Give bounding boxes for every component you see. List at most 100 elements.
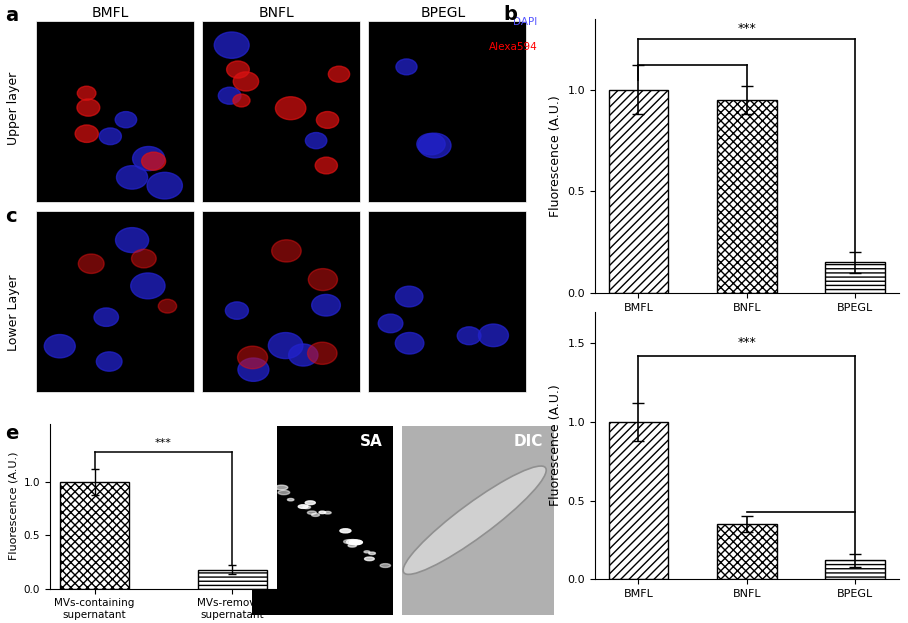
Text: BMFL: BMFL [92,6,130,21]
FancyBboxPatch shape [36,21,194,202]
Circle shape [77,99,100,116]
Circle shape [288,498,294,501]
Circle shape [289,344,318,366]
Circle shape [311,513,320,516]
Circle shape [278,490,290,495]
FancyBboxPatch shape [202,21,360,202]
Text: DIC: DIC [513,434,543,449]
Circle shape [214,32,249,59]
Bar [825,561,885,579]
Text: a: a [5,6,19,26]
Bar [198,569,267,589]
Circle shape [316,112,339,128]
Circle shape [347,540,359,545]
Text: ***: *** [737,22,756,35]
Bar [608,422,668,579]
Circle shape [96,352,122,371]
Text: c: c [5,207,17,226]
Circle shape [458,327,481,345]
Circle shape [275,485,288,490]
Circle shape [131,273,165,299]
Ellipse shape [403,466,547,574]
Circle shape [417,133,445,155]
Circle shape [348,544,357,547]
Circle shape [379,314,403,333]
Y-axis label: Fluorescence (A.U.): Fluorescence (A.U.) [548,95,562,217]
Circle shape [258,468,271,473]
Circle shape [305,133,327,149]
Circle shape [315,157,338,174]
Bar [717,100,776,293]
Circle shape [75,125,98,143]
Circle shape [116,166,148,189]
Circle shape [225,302,249,319]
Circle shape [264,465,271,467]
FancyBboxPatch shape [401,426,554,615]
Bar [717,524,776,579]
Bar [608,90,668,293]
Circle shape [309,269,338,290]
Circle shape [227,61,250,78]
Circle shape [364,551,370,553]
Circle shape [305,501,315,505]
Circle shape [269,333,303,359]
Circle shape [271,240,301,262]
Circle shape [350,540,362,545]
Circle shape [419,133,451,158]
Circle shape [396,59,417,75]
Circle shape [233,72,259,91]
FancyBboxPatch shape [369,21,527,202]
Circle shape [233,94,250,107]
Circle shape [132,249,156,268]
Y-axis label: Fluorescence (A.U.): Fluorescence (A.U.) [8,452,18,561]
Text: e: e [5,424,19,442]
Circle shape [319,511,326,513]
Text: b: b [504,5,518,24]
Text: ***: *** [155,438,172,448]
Bar [825,262,885,293]
Circle shape [252,459,264,463]
Text: BPEGL: BPEGL [420,6,466,21]
Circle shape [142,152,165,170]
Circle shape [308,342,337,364]
Circle shape [158,299,177,313]
Circle shape [308,511,316,515]
Circle shape [298,505,308,508]
Circle shape [343,540,354,544]
Circle shape [262,472,267,473]
Circle shape [77,86,96,100]
FancyBboxPatch shape [252,426,393,615]
Circle shape [265,468,272,471]
Circle shape [329,66,350,82]
Circle shape [380,564,390,568]
Circle shape [479,324,508,346]
Circle shape [238,346,268,369]
Circle shape [44,335,75,358]
Bar [60,482,129,589]
Circle shape [259,465,265,467]
Circle shape [396,286,423,307]
Text: SA: SA [360,434,382,449]
Circle shape [94,308,118,326]
Circle shape [115,112,137,128]
Circle shape [133,146,164,171]
Circle shape [395,333,424,354]
Circle shape [238,358,269,381]
Y-axis label: Fluorescence (A.U.): Fluorescence (A.U.) [548,384,562,506]
Circle shape [311,295,340,316]
Circle shape [254,468,264,472]
FancyBboxPatch shape [36,211,194,392]
Text: d: d [504,298,518,317]
Text: Upper layer: Upper layer [7,72,20,145]
Text: Lower Layer: Lower Layer [7,275,20,351]
Circle shape [369,552,375,554]
Circle shape [324,511,331,514]
Text: BNFL: BNFL [259,6,295,21]
Circle shape [99,128,122,145]
Circle shape [147,173,183,199]
Circle shape [364,557,374,561]
FancyBboxPatch shape [369,211,527,392]
Circle shape [340,529,351,533]
Circle shape [218,87,241,104]
Text: Alexa594: Alexa594 [489,42,538,52]
